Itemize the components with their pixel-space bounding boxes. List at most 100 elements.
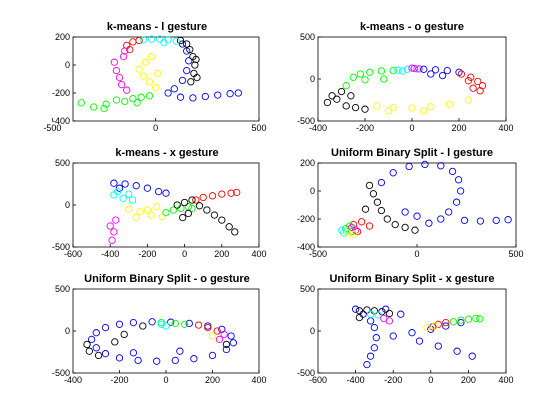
x-tick-label: -600 xyxy=(309,375,327,385)
data-point-magenta xyxy=(215,335,224,344)
data-point-blue xyxy=(377,178,386,187)
y-tick-label: -500 xyxy=(297,368,315,378)
y-tick-label: -500 xyxy=(297,116,315,126)
data-point-blue xyxy=(208,351,217,360)
data-point-black xyxy=(225,223,233,231)
data-point-black xyxy=(139,322,147,330)
data-point-blue xyxy=(427,70,435,78)
y-tick-label: 0 xyxy=(65,200,70,210)
data-point-cyan xyxy=(128,196,137,204)
data-point-red xyxy=(442,318,450,327)
data-point-blue xyxy=(154,187,163,196)
data-point-blue xyxy=(129,349,138,357)
data-point-green xyxy=(366,68,374,76)
axis-ticks: -400 -200 0 200 400 -500 0 500 xyxy=(297,32,514,133)
x-tick-label: -200 xyxy=(110,375,128,385)
x-tick-label: -400 xyxy=(309,123,327,133)
x-tick-label: -400 xyxy=(101,249,119,259)
data-point-red xyxy=(199,193,207,202)
chart-title: k-means - l gesture xyxy=(107,21,207,33)
x-tick-label: -500 xyxy=(43,123,61,133)
data-point-green xyxy=(389,66,397,75)
data-point-red xyxy=(204,323,212,332)
data-point-blue xyxy=(455,68,463,76)
data-point-green xyxy=(380,75,388,83)
data-point-magenta xyxy=(112,66,121,75)
y-tick-label: 500 xyxy=(55,284,70,294)
data-point-green xyxy=(188,204,196,213)
subplot-5: Uniform Binary Split - o gesture -400 -20… xyxy=(52,273,267,385)
data-point-red xyxy=(192,196,200,204)
y-tick-label: 0 xyxy=(310,326,315,336)
data-point-blue xyxy=(226,90,234,98)
chart-title: Uniform Binary Split - x gesture xyxy=(329,273,494,285)
data-point-black xyxy=(363,306,371,314)
data-point-green xyxy=(133,99,141,107)
data-point-yellow xyxy=(143,206,152,214)
y-tick-label: 0 xyxy=(65,60,70,70)
y-tick-label: 500 xyxy=(300,284,315,294)
axis-ticks: -500 0 500 -400 -200 0 200 xyxy=(43,32,266,133)
data-point-green xyxy=(457,316,465,324)
data-point-blue xyxy=(171,356,179,365)
x-tick-label: 0 xyxy=(428,375,433,385)
data-point-red xyxy=(474,77,482,86)
data-point-black xyxy=(192,55,200,64)
data-point-black xyxy=(111,338,119,346)
x-tick-label: 400 xyxy=(498,123,513,133)
data-point-blue xyxy=(229,339,238,347)
data-point-blue xyxy=(456,187,465,195)
data-point-black xyxy=(365,181,374,190)
x-tick-label: 0 xyxy=(182,249,187,259)
data-point-blue xyxy=(148,318,156,326)
x-tick-label: 400 xyxy=(498,375,513,385)
x-tick-label: 500 xyxy=(508,249,523,259)
data-point-red xyxy=(213,327,221,335)
subplot-1: k-means - l gesture -500 0 500 -400 -200 0 200 xyxy=(43,21,266,133)
data-point-magenta xyxy=(117,80,126,89)
data-point-blue xyxy=(425,219,433,227)
data-point-magenta xyxy=(110,228,118,236)
data-point-magenta xyxy=(123,86,131,94)
y-tick-label: 200 xyxy=(55,32,70,42)
data-point-black xyxy=(183,40,191,48)
data-point-blue xyxy=(115,320,124,328)
y-tick-label: -400 xyxy=(297,242,315,252)
data-point-blue xyxy=(167,318,175,326)
data-point-cyan xyxy=(340,229,348,237)
x-tick-label: 200 xyxy=(461,375,476,385)
data-point-black xyxy=(188,196,196,204)
data-point-blue xyxy=(389,169,397,177)
data-point-yellow xyxy=(132,213,140,222)
data-point-blue xyxy=(190,355,198,363)
data-point-black xyxy=(333,95,341,103)
data-point-blue xyxy=(442,322,450,330)
data-point-blue xyxy=(101,323,110,332)
data-point-blue xyxy=(437,215,445,223)
data-point-blue xyxy=(162,189,170,197)
data-point-black xyxy=(369,190,378,198)
data-point-black xyxy=(351,103,360,112)
plot-area xyxy=(317,36,507,122)
data-point-blue xyxy=(121,180,129,188)
data-point-blue xyxy=(132,182,140,190)
data-point-green xyxy=(346,222,354,230)
data-point-yellow xyxy=(125,205,133,213)
y-tick-label: 500 xyxy=(300,32,315,42)
data-point-black xyxy=(231,228,239,236)
data-point-black xyxy=(337,87,346,96)
data-point-black xyxy=(85,347,93,355)
data-point-magenta xyxy=(408,64,416,72)
data-point-yellow xyxy=(136,208,144,216)
data-point-blue xyxy=(153,357,161,365)
data-point-blue xyxy=(185,319,193,328)
data-point-blue xyxy=(170,85,178,93)
data-point-yellow xyxy=(154,69,162,78)
x-tick-label: 0 xyxy=(414,249,419,259)
data-point-cyan xyxy=(157,320,165,328)
data-point-yellow xyxy=(145,78,154,86)
data-point-blue xyxy=(176,93,185,101)
data-points xyxy=(77,35,242,113)
data-point-green xyxy=(90,103,98,111)
data-point-blue xyxy=(420,65,428,73)
